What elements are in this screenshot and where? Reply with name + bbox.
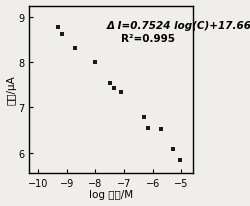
Point — [178, 159, 182, 162]
Point — [119, 91, 123, 94]
Text: R²=0.995: R²=0.995 — [121, 33, 175, 43]
Point — [171, 147, 175, 151]
Text: Δ I=0.7524 log(C)+17.669: Δ I=0.7524 log(C)+17.669 — [107, 21, 250, 31]
Point — [93, 61, 97, 65]
Point — [60, 34, 64, 37]
Point — [108, 82, 112, 85]
Y-axis label: 电流/μA: 电流/μA — [7, 75, 17, 105]
Point — [159, 128, 163, 131]
Point — [146, 126, 150, 130]
Point — [142, 116, 146, 119]
X-axis label: log 浓度/M: log 浓度/M — [89, 189, 133, 199]
Point — [56, 26, 60, 30]
Point — [112, 87, 116, 90]
Point — [73, 47, 77, 50]
